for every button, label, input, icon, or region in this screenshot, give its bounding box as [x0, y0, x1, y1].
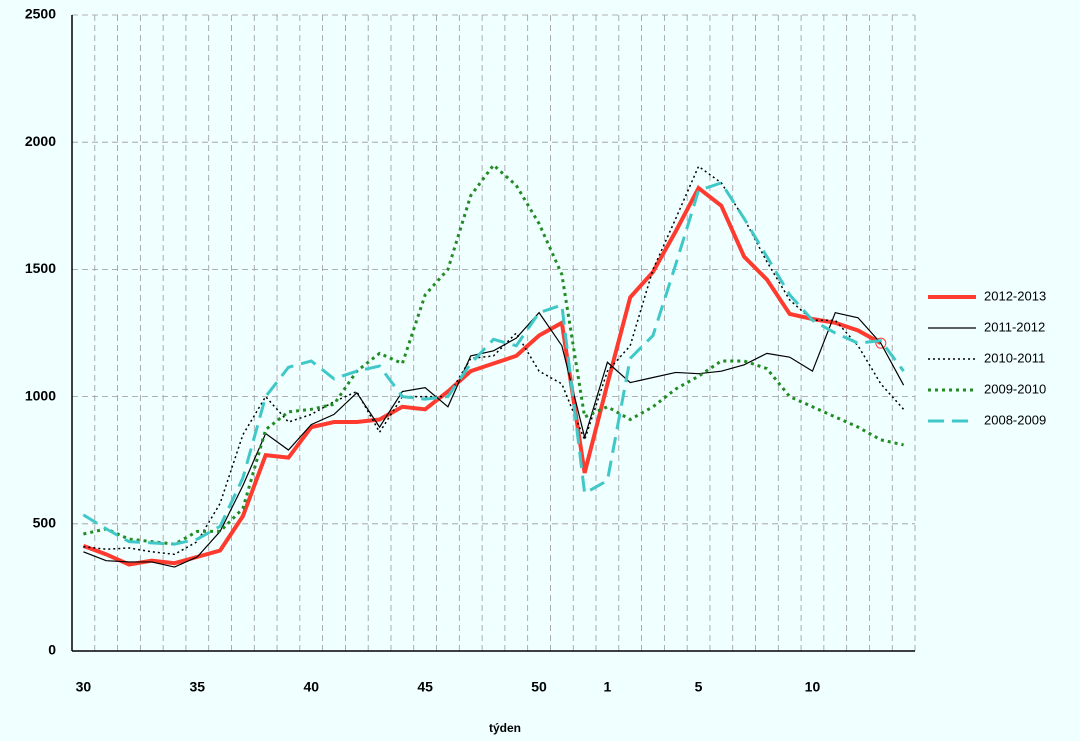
- x-tick-label: 10: [805, 679, 821, 695]
- y-tick-label: 1000: [25, 387, 56, 403]
- series-line: [82, 181, 905, 546]
- legend-label: 2009-2010: [984, 381, 1046, 396]
- x-tick-label: 5: [695, 679, 703, 695]
- y-tick-label: 2000: [25, 133, 56, 149]
- y-tick-label: 500: [33, 515, 57, 531]
- legend-label: 2008-2009: [984, 412, 1046, 427]
- y-tick-label: 0: [48, 642, 56, 658]
- marker: [875, 337, 887, 349]
- y-tick-label: 2500: [25, 6, 56, 22]
- series-line: [82, 184, 882, 567]
- x-tick-label: 35: [190, 679, 206, 695]
- x-tick-label: 30: [76, 679, 92, 695]
- series-line: [83, 162, 904, 546]
- legend-label: 2011-2012: [984, 319, 1045, 334]
- y-tick-label: 1500: [25, 260, 56, 276]
- x-tick-label: 40: [303, 679, 319, 695]
- x-tick-label: 50: [531, 679, 547, 695]
- legend-label: 2012-2013: [984, 288, 1046, 303]
- x-axis-label: týden: [489, 721, 521, 735]
- series-line: [83, 311, 905, 568]
- x-tick-label: 1: [604, 679, 612, 695]
- series-line: [83, 165, 905, 556]
- x-tick-label: 45: [417, 679, 433, 695]
- legend-label: 2010-2011: [984, 350, 1045, 365]
